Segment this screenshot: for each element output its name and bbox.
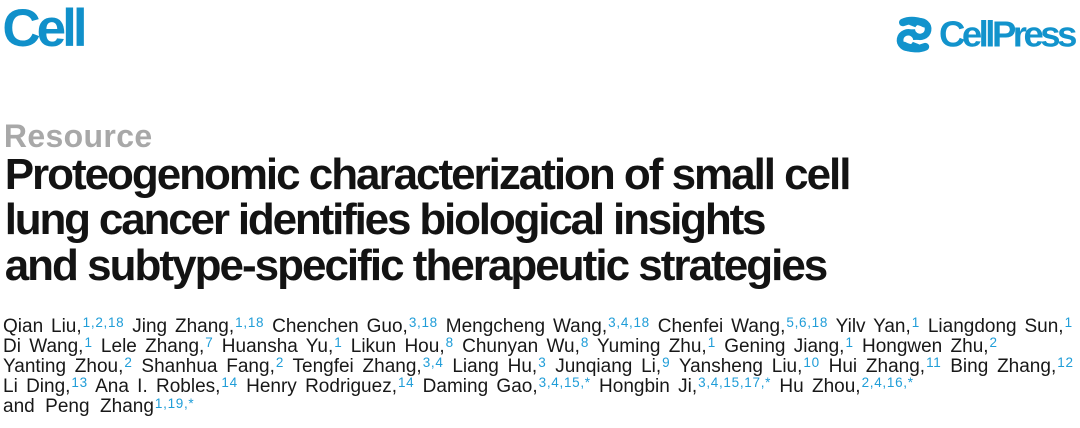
svg-text:CellPress: CellPress (939, 14, 1076, 55)
